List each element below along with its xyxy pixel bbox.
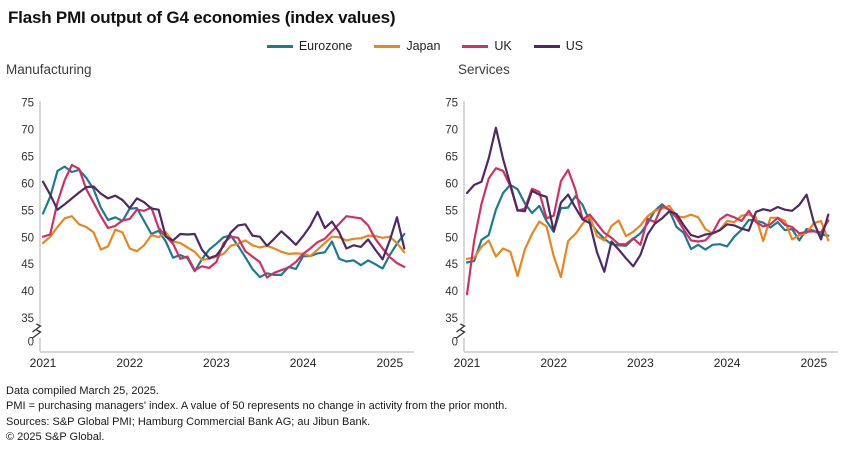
line-eurozone	[41, 165, 406, 279]
x-tick-label-2023: 2023	[203, 356, 230, 370]
axis-break-mark	[32, 323, 42, 333]
legend-item-eurozone: Eurozone	[266, 39, 353, 53]
x-tick-label-2022: 2022	[540, 356, 567, 370]
x-tick-label-2023: 2023	[627, 356, 654, 370]
x-tick-label-2024: 2024	[714, 356, 741, 370]
y-tick-label-35: 35	[21, 313, 34, 325]
axis-break-mark	[32, 329, 42, 339]
x-tick-label-2024: 2024	[290, 356, 317, 370]
y-tick-label-60: 60	[21, 178, 34, 190]
chart-legend: Eurozone Japan UK US	[0, 39, 850, 53]
axis-break-gap	[462, 324, 466, 338]
legend-swatch-japan	[374, 44, 401, 48]
footnote-data-compiled: Data compiled March 25, 2025.	[6, 385, 159, 397]
x-tick-label-2025: 2025	[376, 356, 403, 370]
legend-swatch-uk	[462, 44, 489, 48]
x-tick-label-2021: 2021	[454, 356, 481, 370]
y-tick-label-70: 70	[21, 124, 34, 136]
line-uk	[41, 163, 406, 279]
legend-item-us: US	[533, 39, 584, 53]
x-tick-label-2022: 2022	[116, 356, 143, 370]
panel-title-services: Services	[458, 62, 510, 77]
legend-label: Eurozone	[298, 39, 353, 53]
footnote-sources: Sources: S&P Global PMI; Hamburg Commerc…	[6, 415, 371, 428]
line-us	[41, 180, 406, 261]
line-us	[465, 126, 830, 273]
y-tick-label-75: 75	[445, 98, 458, 110]
y-tick-label-40: 40	[21, 286, 34, 298]
y-tick-label-55: 55	[445, 205, 458, 217]
y-tick-label-55: 55	[21, 205, 34, 217]
line-eurozone	[465, 183, 830, 264]
axis-break-mark	[456, 323, 466, 333]
x-tick-label-2025: 2025	[800, 356, 827, 370]
x-tick-label-2021: 2021	[30, 356, 57, 370]
y-tick-label-35: 35	[445, 313, 458, 325]
y-tick-label-65: 65	[21, 151, 34, 163]
services-chart: 0 35 40 45 50 55 60 65 70 75 2021 2022 2023 2024 2025	[445, 98, 838, 370]
axis-break-mark	[456, 329, 466, 339]
footnotes: Data compiled March 25, 2025. PMI = purc…	[6, 384, 507, 445]
legend-item-uk: UK	[462, 39, 512, 53]
y-tick-label-0: 0	[28, 337, 34, 349]
y-tick-label-60: 60	[445, 178, 458, 190]
legend-swatch-eurozone	[266, 44, 293, 48]
line-japan	[465, 204, 830, 279]
line-uk	[465, 167, 830, 296]
axis-break-gap	[38, 324, 42, 338]
y-tick-label-75: 75	[21, 98, 34, 110]
legend-swatch-us	[533, 44, 560, 48]
y-tick-label-50: 50	[21, 232, 34, 244]
panel-title-manufacturing: Manufacturing	[6, 62, 92, 77]
y-tick-label-45: 45	[21, 259, 34, 271]
y-tick-label-45: 45	[445, 259, 458, 271]
legend-label: Japan	[406, 39, 441, 53]
footnote-copyright: © 2025 S&P Global.	[6, 430, 105, 443]
footnote-pmi-definition: PMI = purchasing managers' index. A valu…	[6, 400, 508, 413]
line-japan	[41, 215, 406, 261]
y-tick-label-65: 65	[445, 151, 458, 163]
y-tick-label-70: 70	[445, 124, 458, 136]
manufacturing-chart: 0 35 40 45 50 55 60 65 70 75 2021 2022 2023 2024 2025	[21, 98, 414, 370]
chart-title: Flash PMI output of G4 economies (index …	[8, 8, 396, 27]
y-tick-label-40: 40	[445, 286, 458, 298]
y-tick-label-50: 50	[445, 232, 458, 244]
y-tick-label-0: 0	[452, 337, 458, 349]
legend-label: US	[565, 39, 584, 53]
legend-label: UK	[494, 39, 512, 53]
legend-item-japan: Japan	[374, 39, 440, 53]
